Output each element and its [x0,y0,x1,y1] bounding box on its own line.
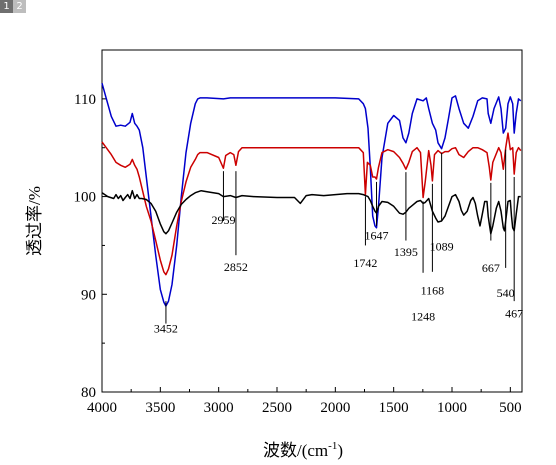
annotation-label-2852: 2852 [224,260,248,274]
annotation-label-1395: 1395 [394,245,418,259]
annotation-label-1089: 1089 [430,239,454,253]
series-line-3 [101,189,521,235]
y-tick-label: 90 [81,287,96,303]
x-tick-label: 3000 [204,400,234,416]
annotation-label-667: 667 [482,261,500,275]
annotation-label-1168: 1168 [421,283,445,297]
y-tick-label: 80 [81,385,96,401]
page-tab-2[interactable]: 2 [13,0,26,13]
x-tick-label: 2000 [320,400,350,416]
y-axis-ticks: 80 90 100 110 [74,92,107,401]
x-tick-label: 4000 [87,400,117,416]
y-tick-label: 100 [74,190,97,206]
x-tick-label: 1000 [437,400,467,416]
x-axis-title: 波数/(cm-1) [263,440,343,460]
x-tick-label: 500 [499,400,522,416]
y-axis-title: 透过率/% [25,186,44,256]
plot-frame [101,49,523,393]
series-line-2 [101,132,522,276]
x-tick-label: 2500 [262,400,292,416]
page-tab-1[interactable]: 1 [0,0,13,13]
annotation-label-1647: 1647 [365,229,389,243]
x-axis-ticks: 4000 3500 3000 2500 2000 1500 1000 500 [87,387,522,416]
x-tick-label: 1500 [379,400,409,416]
series-layer [101,82,522,307]
page-tabs: 1 2 [0,0,26,13]
annotation-label-1248: 1248 [411,310,435,324]
annotation-layer: 3452 2959 2852 1742 1647 1395 1089 1248 1168 667 5… [154,149,523,335]
annotation-label-1742: 1742 [353,256,377,270]
annotation-label-3452: 3452 [154,321,178,335]
x-tick-label: 3500 [145,400,175,416]
annotation-label-2959: 2959 [211,213,235,227]
y-tick-label: 110 [74,92,96,108]
annotation-label-540: 540 [497,286,515,300]
annotation-label-467: 467 [505,307,523,321]
